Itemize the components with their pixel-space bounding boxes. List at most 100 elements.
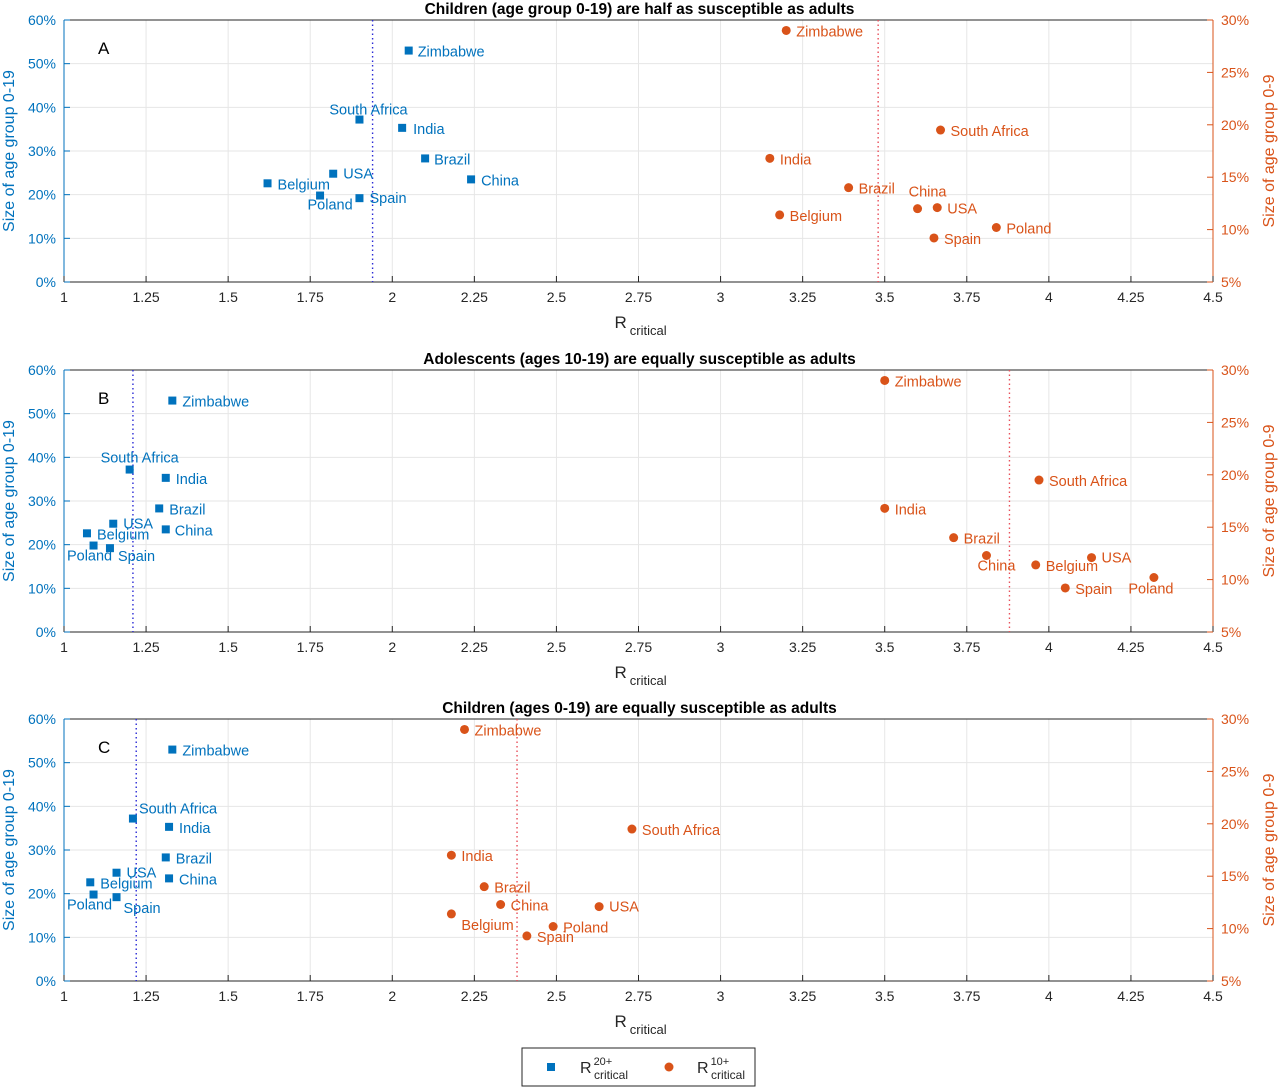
- point-label-china: China: [175, 523, 214, 539]
- right-y-tick-label: 30%: [1221, 362, 1249, 378]
- chart-title: Children (ages 0-19) are equally suscept…: [442, 700, 837, 717]
- legend-label-r10: R 10+ critical: [697, 1056, 745, 1082]
- x-tick-label: 3.75: [953, 988, 980, 1004]
- right-y-tick-label: 15%: [1221, 868, 1249, 884]
- point-south-africa: [1034, 475, 1044, 485]
- x-tick-label: 4.25: [1117, 639, 1144, 655]
- point-india: [161, 473, 170, 482]
- point-label-brazil: Brazil: [494, 881, 530, 897]
- point-label-usa: USA: [343, 167, 373, 183]
- point-brazil: [479, 882, 489, 892]
- point-brazil: [161, 853, 170, 862]
- point-china: [496, 899, 506, 909]
- right-y-tick-label: 10%: [1221, 921, 1249, 937]
- x-tick-label: 3.75: [953, 639, 980, 655]
- point-china: [913, 204, 923, 214]
- point-label-brazil: Brazil: [169, 502, 205, 518]
- point-label-usa: USA: [1102, 551, 1132, 567]
- point-india: [446, 850, 456, 860]
- point-label-brazil: Brazil: [964, 532, 1000, 548]
- point-india: [880, 503, 890, 513]
- panel-label: A: [98, 39, 110, 58]
- panel-label: B: [98, 389, 109, 408]
- left-y-tick-label: 30%: [28, 493, 56, 509]
- point-label-south-africa: South Africa: [642, 823, 721, 839]
- right-y-tick-label: 25%: [1221, 414, 1249, 430]
- point-spain: [1060, 583, 1070, 593]
- point-brazil: [949, 533, 959, 543]
- x-tick-label: 1: [60, 289, 68, 305]
- point-label-zimbabwe: Zimbabwe: [418, 45, 485, 61]
- x-tick-label: 4.25: [1117, 289, 1144, 305]
- chart-panel-c: 1 1.25 1.5 1.75 2 2.25 2.5 2.75 3 3.25 3.5 3.75 4 4.2…: [1, 700, 1278, 1037]
- left-y-tick-label: 30%: [28, 842, 56, 858]
- point-belgium: [86, 878, 95, 887]
- left-y-tick-label: 0%: [36, 624, 56, 640]
- point-usa: [932, 203, 942, 213]
- point-label-zimbabwe: Zimbabwe: [796, 24, 863, 40]
- x-tick-label: 4.5: [1203, 639, 1223, 655]
- point-spain: [112, 893, 121, 902]
- left-y-axis-label: Size of age group 0-19: [1, 769, 18, 931]
- x-tick-label: 2.5: [547, 289, 567, 305]
- x-tick-label: 1.75: [297, 988, 324, 1004]
- point-poland: [89, 890, 98, 899]
- point-label-south-africa: South Africa: [101, 451, 180, 467]
- point-spain: [522, 931, 532, 941]
- point-label-spain: Spain: [118, 549, 155, 565]
- x-tick-label: 3.5: [875, 639, 895, 655]
- point-label-china: China: [511, 898, 550, 914]
- left-y-axis-label: Size of age group 0-19: [1, 420, 18, 582]
- x-tick-label: 4.25: [1117, 988, 1144, 1004]
- right-y-tick-label: 5%: [1221, 274, 1241, 290]
- left-y-tick-label: 30%: [28, 143, 56, 159]
- x-tick-label: 1: [60, 639, 68, 655]
- point-belgium: [263, 179, 272, 188]
- point-brazil: [421, 154, 430, 163]
- x-tick-label: 4: [1045, 289, 1053, 305]
- right-y-tick-label: 5%: [1221, 624, 1241, 640]
- point-south-africa: [128, 814, 137, 823]
- point-zimbabwe: [404, 46, 413, 55]
- legend-marker-r10: [664, 1062, 674, 1072]
- point-label-india: India: [176, 472, 208, 488]
- point-poland: [991, 223, 1001, 233]
- panel-label: C: [98, 738, 110, 757]
- point-belgium: [446, 909, 456, 919]
- point-china: [467, 175, 476, 184]
- point-label-poland: Poland: [67, 549, 112, 565]
- x-tick-label: 1.75: [297, 289, 324, 305]
- point-label-poland: Poland: [563, 921, 608, 937]
- left-y-tick-label: 40%: [28, 99, 56, 115]
- point-label-china: China: [179, 872, 218, 888]
- right-y-tick-label: 20%: [1221, 467, 1249, 483]
- left-y-tick-label: 60%: [28, 12, 56, 28]
- point-label-spain: Spain: [1075, 582, 1112, 598]
- point-label-spain: Spain: [944, 232, 981, 248]
- point-south-africa: [125, 465, 134, 474]
- point-india: [398, 123, 407, 132]
- point-label-poland: Poland: [1006, 222, 1051, 238]
- x-tick-label: 2.75: [625, 639, 652, 655]
- x-tick-label: 2.75: [625, 988, 652, 1004]
- x-tick-label: 4: [1045, 988, 1053, 1004]
- point-usa: [594, 902, 604, 912]
- x-tick-label: 2.25: [461, 289, 488, 305]
- left-y-tick-label: 10%: [28, 580, 56, 596]
- x-tick-label: 2.5: [547, 988, 567, 1004]
- point-china: [161, 525, 170, 534]
- right-y-tick-label: 10%: [1221, 222, 1249, 238]
- x-tick-label: 1.75: [297, 639, 324, 655]
- left-y-tick-label: 10%: [28, 230, 56, 246]
- right-y-tick-label: 10%: [1221, 572, 1249, 588]
- point-label-belgium: Belgium: [97, 527, 149, 543]
- x-tick-label: 2.5: [547, 639, 567, 655]
- right-y-tick-label: 15%: [1221, 519, 1249, 535]
- x-tick-label: 3.5: [875, 289, 895, 305]
- point-label-china: China: [481, 173, 520, 189]
- legend-marker-r20: [547, 1063, 555, 1071]
- point-label-india: India: [780, 152, 812, 168]
- point-label-belgium: Belgium: [1046, 559, 1098, 575]
